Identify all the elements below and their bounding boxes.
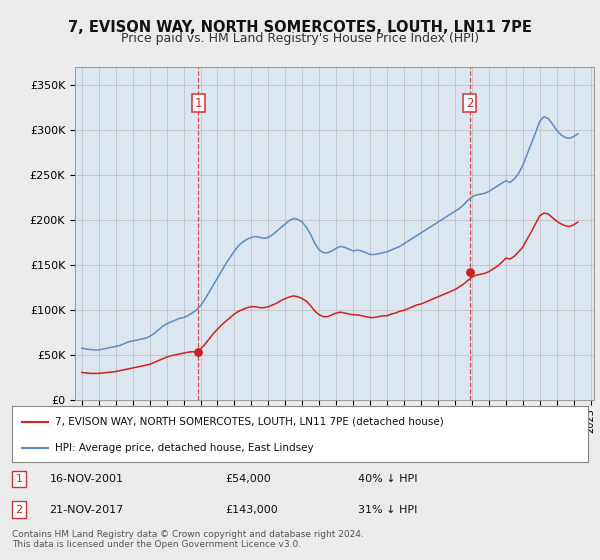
Text: 21-NOV-2017: 21-NOV-2017 xyxy=(49,505,124,515)
Text: 2: 2 xyxy=(16,505,22,515)
Point xyxy=(465,267,475,276)
Text: 2: 2 xyxy=(466,97,473,110)
Text: £54,000: £54,000 xyxy=(225,474,271,484)
Text: 16-NOV-2001: 16-NOV-2001 xyxy=(49,474,124,484)
Text: Price paid vs. HM Land Registry's House Price Index (HPI): Price paid vs. HM Land Registry's House … xyxy=(121,32,479,45)
Text: Contains HM Land Registry data © Crown copyright and database right 2024.
This d: Contains HM Land Registry data © Crown c… xyxy=(12,530,364,549)
Text: 1: 1 xyxy=(16,474,22,484)
Point xyxy=(194,347,203,356)
Text: 1: 1 xyxy=(195,97,202,110)
Text: 40% ↓ HPI: 40% ↓ HPI xyxy=(358,474,417,484)
Text: 7, EVISON WAY, NORTH SOMERCOTES, LOUTH, LN11 7PE: 7, EVISON WAY, NORTH SOMERCOTES, LOUTH, … xyxy=(68,20,532,35)
Text: 7, EVISON WAY, NORTH SOMERCOTES, LOUTH, LN11 7PE (detached house): 7, EVISON WAY, NORTH SOMERCOTES, LOUTH, … xyxy=(55,417,444,427)
Text: 31% ↓ HPI: 31% ↓ HPI xyxy=(358,505,417,515)
Text: £143,000: £143,000 xyxy=(225,505,278,515)
Text: HPI: Average price, detached house, East Lindsey: HPI: Average price, detached house, East… xyxy=(55,443,314,453)
